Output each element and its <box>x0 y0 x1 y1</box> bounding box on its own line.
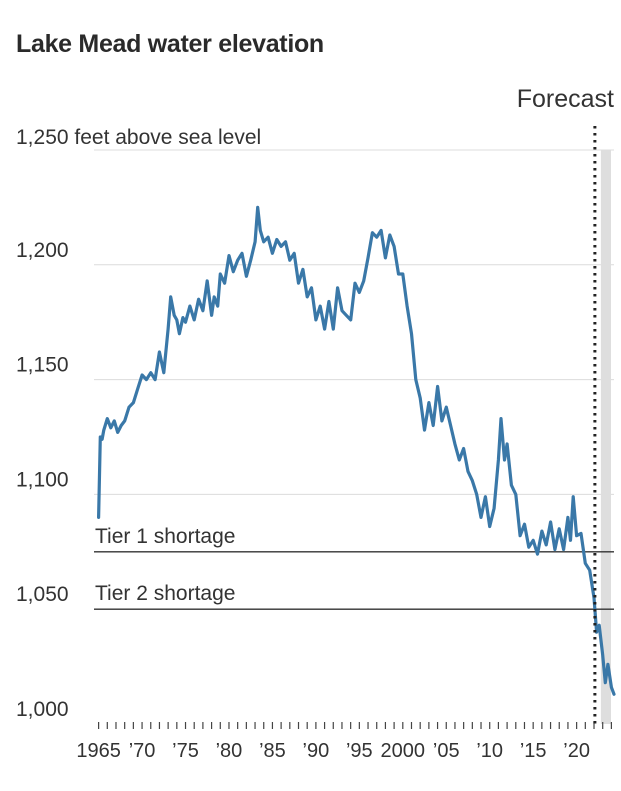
elevation-series-line <box>97 205 616 696</box>
x-tick-label: ’75 <box>172 740 199 762</box>
threshold-label: Tier 2 shortage <box>95 582 235 605</box>
y-tick-label: 1,050 <box>16 583 69 606</box>
x-tick-label: ’80 <box>216 740 243 762</box>
y-tick-labels: 1,000 1,050 1,100 1,150 1,200 <box>16 239 69 721</box>
x-tick-label: ’90 <box>303 740 330 762</box>
x-axis: 1965 ’70 ’75 ’80 ’85 ’90 ’95 2000 ’05 ’10 ’15 ’20 <box>76 722 612 762</box>
x-tick-label: ’85 <box>259 740 286 762</box>
x-tick-label: 2000 <box>381 740 426 762</box>
x-tick-label: ’95 <box>346 740 373 762</box>
y-tick-label: 1,200 <box>16 239 69 262</box>
threshold-label: Tier 1 shortage <box>95 525 235 548</box>
y-tick-label: 1,100 <box>16 468 69 491</box>
y-unit-label: 1,250 feet above sea level <box>16 126 261 149</box>
x-tick-label: ’20 <box>563 740 590 762</box>
x-tick-label: ’15 <box>520 740 547 762</box>
x-tick-label: 1965 <box>76 740 121 762</box>
x-tick-label: ’10 <box>476 740 503 762</box>
x-tick-label: ’70 <box>129 740 156 762</box>
threshold-lines: Tier 1 shortage Tier 2 shortage <box>94 525 614 610</box>
y-tick-label: 1,150 <box>16 354 69 377</box>
x-tick-label: ’05 <box>433 740 460 762</box>
y-tick-label: 1,000 <box>16 698 69 721</box>
chart-title: Lake Mead water elevation <box>16 30 324 58</box>
forecast-label: Forecast <box>517 85 614 113</box>
forecast-shade <box>600 150 611 724</box>
